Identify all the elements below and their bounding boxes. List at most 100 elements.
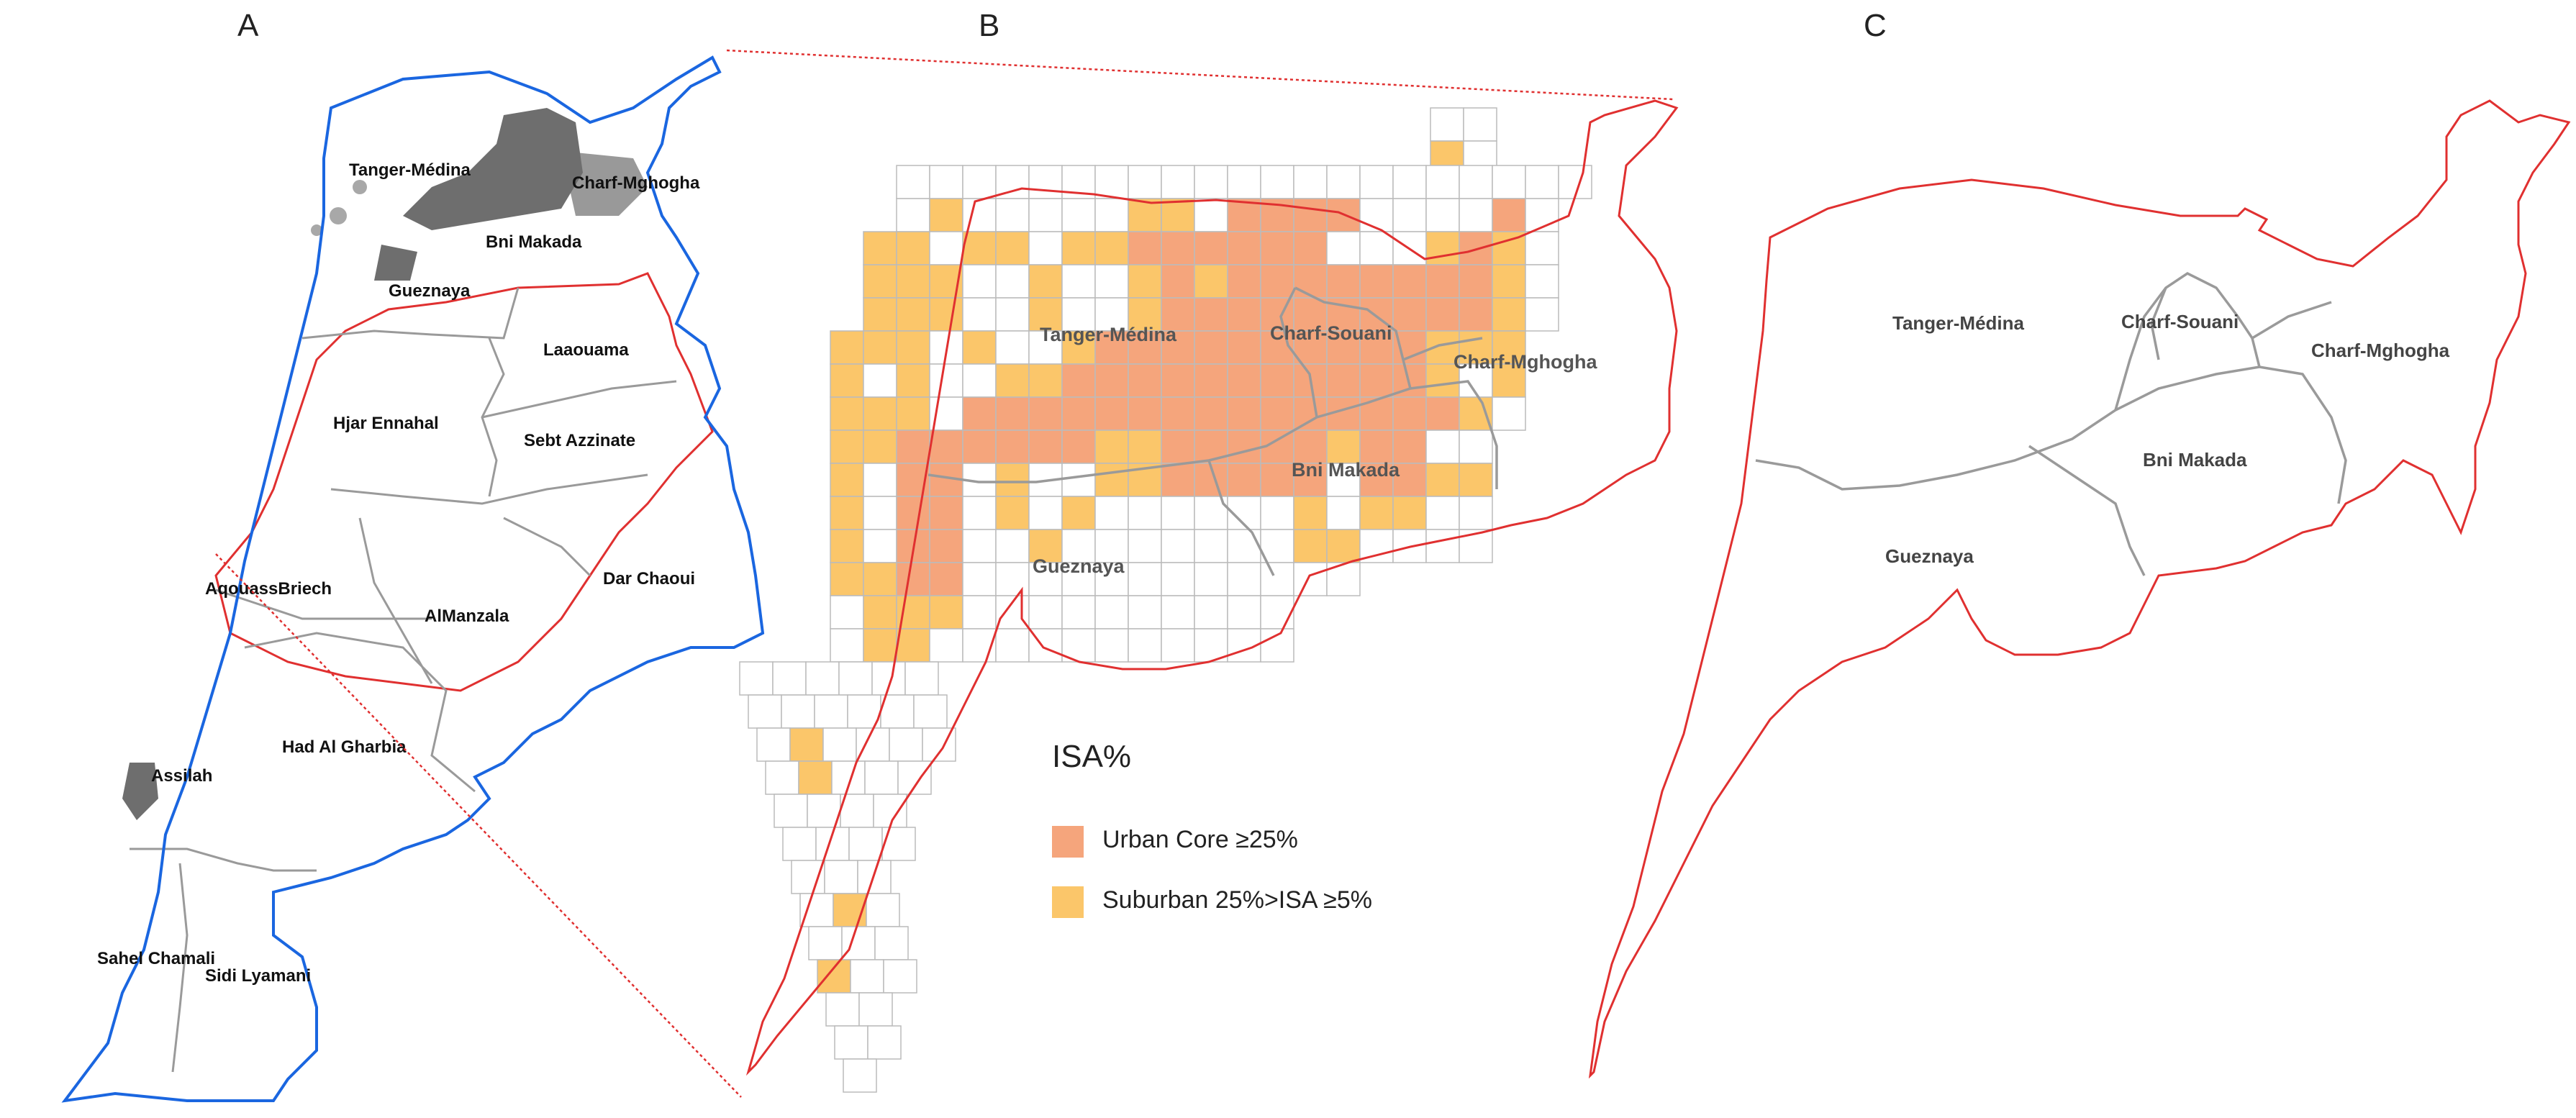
grid-cell xyxy=(1061,297,1096,332)
grid-cell xyxy=(962,430,997,464)
grid-cell xyxy=(863,463,897,497)
grid-cell xyxy=(830,430,864,464)
grid-cell xyxy=(929,595,963,630)
grid-cell xyxy=(1293,430,1328,464)
grid-cell xyxy=(825,992,860,1027)
grid-cell xyxy=(995,231,1030,265)
grid-cell xyxy=(1094,198,1129,232)
grid-cell xyxy=(896,264,930,299)
grid-cell xyxy=(962,363,997,398)
panel-b-label-charf-souani: Charf-Souani xyxy=(1270,322,1392,344)
grid-cell xyxy=(1028,363,1063,398)
grid-cell xyxy=(889,727,923,762)
grid-cell xyxy=(863,562,897,596)
panel-a-prefecture-outline xyxy=(214,272,714,692)
grid-cell xyxy=(929,231,963,265)
grid-cell xyxy=(772,661,807,696)
grid-cell xyxy=(1459,297,1493,332)
grid-cell xyxy=(962,231,997,265)
grid-cell xyxy=(799,893,834,927)
grid-cell xyxy=(1459,496,1493,530)
panel-a-label-had-al-gharbia: Had Al Gharbia xyxy=(282,737,407,757)
grid-cell xyxy=(1094,430,1129,464)
grid-cell xyxy=(1260,496,1294,530)
grid-cell xyxy=(1359,231,1394,265)
grid-cell xyxy=(1128,297,1162,332)
grid-cell xyxy=(1128,628,1162,663)
grid-cell xyxy=(798,760,833,795)
grid-cell xyxy=(1459,396,1493,431)
grid-cell xyxy=(1525,165,1559,199)
grid-cell xyxy=(1128,165,1162,199)
grid-cell xyxy=(1492,297,1526,332)
grid-cell xyxy=(1061,496,1096,530)
panel-letter-b: B xyxy=(979,8,999,43)
grid-cell xyxy=(1463,107,1497,142)
grid-cell xyxy=(1425,363,1460,398)
grid-cell xyxy=(1260,396,1294,431)
grid-cell xyxy=(808,926,843,960)
grid-cell xyxy=(830,396,864,431)
grid-cell xyxy=(1260,363,1294,398)
grid-cell xyxy=(1326,496,1361,530)
grid-cell xyxy=(1028,430,1063,464)
grid-cell xyxy=(1359,463,1394,497)
grid-cell xyxy=(1326,264,1361,299)
grid-cell xyxy=(863,628,897,663)
grid-cell xyxy=(863,496,897,530)
grid-cell xyxy=(1459,198,1493,232)
grid-cell xyxy=(1094,231,1129,265)
grid-cell xyxy=(1128,496,1162,530)
grid-cell xyxy=(995,463,1030,497)
grid-cell xyxy=(1227,529,1261,563)
grid-cell xyxy=(1293,396,1328,431)
grid-cell xyxy=(756,727,791,762)
grid-cell xyxy=(995,396,1030,431)
grid-cell xyxy=(1194,165,1228,199)
grid-cell xyxy=(1028,231,1063,265)
grid-cell xyxy=(995,430,1030,464)
grid-cell xyxy=(1128,396,1162,431)
grid-cell xyxy=(896,363,930,398)
grid-cell xyxy=(896,198,930,232)
grid-cell xyxy=(1161,165,1195,199)
grid-cell xyxy=(1161,231,1195,265)
grid-cell xyxy=(962,496,997,530)
grid-cell xyxy=(1061,396,1096,431)
grid-cell xyxy=(1161,396,1195,431)
grid-cell xyxy=(1359,165,1394,199)
grid-cell xyxy=(1194,198,1228,232)
grid-cell xyxy=(856,727,890,762)
grid-cell xyxy=(838,661,873,696)
grid-cell xyxy=(1359,264,1394,299)
grid-cell xyxy=(1061,562,1096,596)
grid-cell xyxy=(1161,562,1195,596)
grid-cell xyxy=(1128,198,1162,232)
panel-b-commune-lines xyxy=(928,286,1498,576)
grid-cell xyxy=(1161,529,1195,563)
grid-cell xyxy=(1094,496,1129,530)
grid-cell xyxy=(850,959,884,994)
grid-cell xyxy=(1293,165,1328,199)
grid-cell xyxy=(1459,463,1493,497)
panel-a-label-tanger-medina: Tanger-Médina xyxy=(349,160,471,180)
grid-cell xyxy=(1425,165,1460,199)
legend-label-urban-core: Urban Core ≥25% xyxy=(1102,826,1298,853)
grid-cell xyxy=(1359,198,1394,232)
panel-c-label-charf-mghogha: Charf-Mghogha xyxy=(2311,340,2450,361)
grid-cell xyxy=(1061,430,1096,464)
grid-cell xyxy=(1425,430,1460,464)
grid-cell xyxy=(1028,595,1063,630)
grid-cell xyxy=(830,330,864,365)
panel-a-province-outline xyxy=(61,55,765,1103)
panel-c-map: Tanger-Médina Charf-Souani Charf-Mghogha… xyxy=(1588,99,2571,1079)
grid-cell xyxy=(995,264,1030,299)
grid-cell xyxy=(883,959,917,994)
grid-cell xyxy=(1492,363,1526,398)
grid-cell xyxy=(1094,165,1129,199)
grid-cell xyxy=(789,727,824,762)
grid-cell xyxy=(1430,107,1464,142)
grid-cell xyxy=(929,430,963,464)
grid-cell xyxy=(1392,297,1427,332)
grid-cell xyxy=(1194,363,1228,398)
